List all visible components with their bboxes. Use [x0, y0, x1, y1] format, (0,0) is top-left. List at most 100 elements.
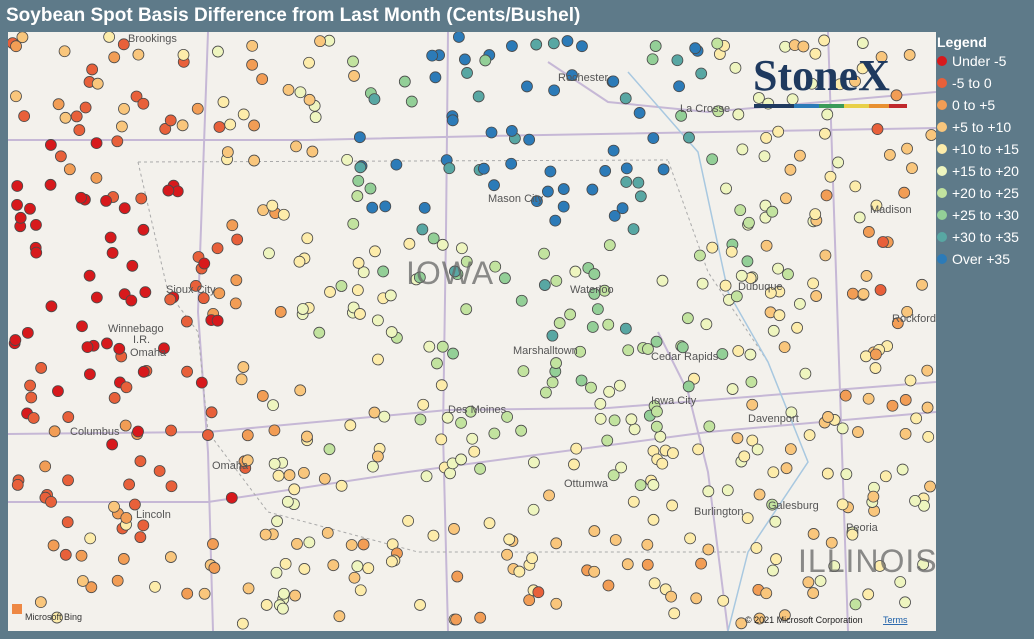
location-dot[interactable] [366, 201, 379, 214]
location-dot[interactable] [106, 247, 119, 259]
location-dot[interactable] [607, 75, 620, 88]
location-dot[interactable] [700, 318, 713, 331]
location-dot[interactable] [76, 320, 88, 333]
location-dot[interactable] [760, 239, 773, 252]
location-dot[interactable] [836, 498, 849, 511]
location-dot[interactable] [135, 192, 148, 205]
location-dot[interactable] [751, 443, 764, 456]
location-dot[interactable] [793, 297, 806, 310]
location-dot[interactable] [296, 303, 309, 315]
location-dot[interactable] [61, 516, 74, 529]
location-dot[interactable] [90, 171, 103, 184]
location-dot[interactable] [181, 587, 194, 600]
location-dot[interactable] [83, 368, 96, 381]
location-dot[interactable] [550, 357, 562, 369]
location-dot[interactable] [799, 367, 812, 380]
location-dot[interactable] [758, 150, 771, 163]
location-dot[interactable] [11, 180, 24, 192]
location-dot[interactable] [809, 208, 822, 221]
location-dot[interactable] [10, 40, 22, 53]
legend-item[interactable]: Under -5 [937, 47, 1019, 75]
location-dot[interactable] [198, 257, 211, 270]
location-dot[interactable] [385, 326, 398, 338]
location-dot[interactable] [634, 479, 647, 492]
location-dot[interactable] [111, 135, 124, 148]
location-dot[interactable] [237, 108, 250, 121]
location-dot[interactable] [632, 176, 645, 189]
location-dot[interactable] [30, 219, 42, 231]
location-dot[interactable] [899, 427, 912, 440]
location-dot[interactable] [706, 241, 719, 254]
location-dot[interactable] [694, 249, 706, 262]
location-dot[interactable] [298, 563, 311, 575]
location-dot[interactable] [403, 237, 416, 250]
location-dot[interactable] [501, 410, 513, 423]
location-dot[interactable] [849, 75, 861, 88]
location-dot[interactable] [354, 161, 367, 174]
location-dot[interactable] [671, 54, 684, 67]
location-dot[interactable] [527, 456, 540, 469]
location-dot[interactable] [263, 247, 275, 260]
location-dot[interactable] [695, 67, 708, 80]
location-dot[interactable] [602, 579, 615, 592]
location-dot[interactable] [271, 515, 283, 528]
location-dot[interactable] [10, 90, 22, 103]
location-dot[interactable] [692, 443, 705, 456]
location-dot[interactable] [405, 95, 418, 108]
location-dot[interactable] [73, 124, 86, 136]
location-dot[interactable] [544, 165, 557, 178]
location-dot[interactable] [435, 433, 448, 446]
location-dot[interactable] [456, 242, 468, 255]
location-dot[interactable] [318, 472, 331, 485]
location-dot[interactable] [441, 411, 454, 424]
location-dot[interactable] [627, 495, 640, 508]
location-dot[interactable] [367, 460, 379, 473]
location-dot[interactable] [277, 587, 290, 600]
location-dot[interactable] [242, 582, 255, 595]
location-dot[interactable] [139, 286, 152, 299]
location-dot[interactable] [732, 108, 745, 121]
location-dot[interactable] [616, 202, 629, 215]
location-dot[interactable] [91, 77, 104, 90]
location-dot[interactable] [734, 204, 747, 217]
location-dot[interactable] [212, 45, 224, 58]
location-dot[interactable] [352, 257, 365, 269]
location-dot[interactable] [873, 560, 886, 572]
location-dot[interactable] [474, 462, 486, 475]
location-dot[interactable] [821, 467, 834, 480]
location-dot[interactable] [272, 469, 285, 482]
location-dot[interactable] [901, 142, 913, 155]
location-dot[interactable] [738, 450, 751, 463]
location-dot[interactable] [198, 587, 211, 600]
location-dot[interactable] [420, 470, 433, 483]
terms-link[interactable]: Terms [883, 615, 908, 625]
location-dot[interactable] [333, 610, 346, 623]
location-dot[interactable] [208, 562, 221, 574]
location-dot[interactable] [785, 406, 798, 419]
location-dot[interactable] [531, 195, 543, 207]
location-dot[interactable] [450, 613, 462, 626]
location-dot[interactable] [460, 255, 473, 268]
location-dot[interactable] [84, 532, 97, 545]
location-dot[interactable] [426, 49, 439, 62]
location-dot[interactable] [852, 426, 864, 438]
location-dot[interactable] [321, 526, 334, 539]
location-dot[interactable] [716, 348, 729, 360]
location-dot[interactable] [347, 217, 360, 230]
location-dot[interactable] [372, 353, 384, 366]
location-dot[interactable] [134, 455, 147, 468]
location-dot[interactable] [120, 511, 133, 524]
location-dot[interactable] [665, 590, 678, 603]
location-dot[interactable] [354, 308, 366, 320]
location-dot[interactable] [75, 549, 88, 562]
location-dot[interactable] [821, 108, 834, 121]
location-dot[interactable] [474, 611, 487, 624]
location-dot[interactable] [717, 594, 730, 607]
location-dot[interactable] [25, 391, 38, 404]
location-dot[interactable] [241, 454, 254, 467]
location-dot[interactable] [385, 555, 398, 568]
location-dot[interactable] [862, 226, 875, 238]
location-dot[interactable] [598, 284, 611, 297]
location-dot[interactable] [134, 531, 147, 544]
location-dot[interactable] [221, 146, 234, 159]
